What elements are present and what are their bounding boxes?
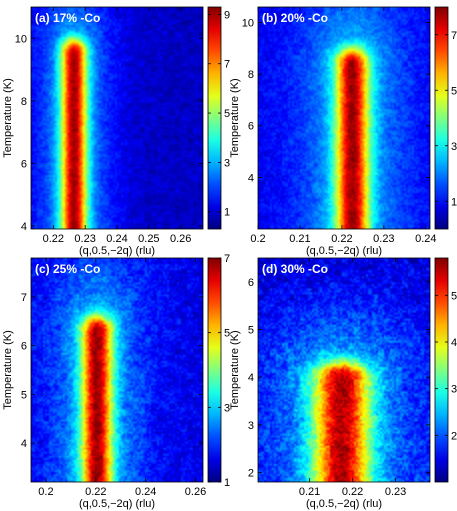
y-tick-label: 4 bbox=[248, 172, 254, 184]
heatmap-image bbox=[258, 7, 430, 229]
x-axis-label: (q,0.5,−2q) (rlu) bbox=[306, 245, 382, 257]
x-tick-label: 0.21 bbox=[289, 233, 310, 245]
colorbar-tick-label: 3 bbox=[224, 157, 230, 169]
panel-title: (a) 17% -Co bbox=[35, 11, 100, 25]
x-axis-label: (q,0.5,−2q) (rlu) bbox=[79, 498, 155, 510]
y-tick-label: 4 bbox=[21, 221, 27, 233]
colorbar bbox=[207, 6, 222, 230]
y-tick-label: 5 bbox=[248, 324, 254, 336]
y-tick-label: 6 bbox=[21, 158, 27, 170]
y-axis-label: Temperature (K) bbox=[2, 330, 14, 409]
colorbar-tick-label: 1 bbox=[224, 477, 230, 489]
x-tick-label: 0.2 bbox=[250, 233, 265, 245]
colorbar-tick-label: 2 bbox=[451, 430, 457, 442]
x-tick-label: 0.22 bbox=[331, 233, 352, 245]
colorbar-tick-label: 1 bbox=[451, 196, 457, 208]
x-tick-label: 0.26 bbox=[185, 486, 206, 498]
x-tick-label: 0.21 bbox=[299, 486, 320, 498]
x-tick-label: 0.23 bbox=[385, 486, 406, 498]
colorbar-tick-label: 3 bbox=[451, 384, 457, 396]
x-tick-label: 0.22 bbox=[85, 486, 106, 498]
x-tick-label: 0.25 bbox=[138, 233, 159, 245]
panel-title: (b) 20% -Co bbox=[262, 11, 328, 25]
colorbar-tick-label: 4 bbox=[451, 337, 457, 349]
heatmap-image bbox=[31, 258, 203, 482]
y-tick-label: 6 bbox=[21, 341, 27, 353]
x-tick-label: 0.24 bbox=[106, 233, 127, 245]
panel-0: 0.22 0.23 0.24 0.25 0.26 4 6 8 10 (q,0.5,−2q) (rl… bbox=[2, 6, 230, 257]
colorbar-tick-label: 7 bbox=[224, 253, 230, 265]
panel-2: 0.2 0.22 0.24 0.26 4 5 6 7 (q,0.5,−2q) (rlu) Temp… bbox=[2, 253, 230, 510]
y-tick-label: 4 bbox=[248, 372, 254, 384]
y-tick-label: 2 bbox=[248, 467, 254, 479]
colorbar-tick-label: 3 bbox=[224, 402, 230, 414]
colorbar-tick-label: 9 bbox=[224, 9, 230, 21]
colorbar-tick-label: 1 bbox=[224, 207, 230, 219]
panel-1: 0.2 0.21 0.22 0.23 0.24 4 6 8 10 (q,0.5,−2q) (rlu… bbox=[229, 6, 457, 257]
x-tick-label: 0.23 bbox=[74, 233, 95, 245]
y-tick-label: 10 bbox=[242, 17, 254, 29]
y-tick-label: 6 bbox=[248, 121, 254, 133]
colorbar bbox=[207, 257, 222, 483]
x-tick-label: 0.22 bbox=[342, 486, 363, 498]
colorbar bbox=[434, 257, 449, 483]
y-tick-label: 8 bbox=[21, 96, 27, 108]
x-tick-label: 0.24 bbox=[135, 486, 156, 498]
colorbar-tick-label: 3 bbox=[451, 141, 457, 153]
panel-3: 0.21 0.22 0.23 2 3 4 5 6 (q,0.5,−2q) (rlu) Temper… bbox=[229, 257, 457, 510]
y-tick-label: 3 bbox=[248, 420, 254, 432]
heatmap-image bbox=[258, 258, 430, 482]
colorbar-tick-label: 7 bbox=[451, 30, 457, 42]
colorbar-tick-label: 5 bbox=[451, 290, 457, 302]
colorbar-tick-label: 5 bbox=[451, 85, 457, 97]
colorbar-tick-label: 7 bbox=[224, 59, 230, 71]
panel-title: (c) 25% -Co bbox=[35, 262, 100, 276]
y-tick-label: 5 bbox=[21, 389, 27, 401]
plot-frame bbox=[257, 6, 431, 230]
y-tick-label: 7 bbox=[21, 292, 27, 304]
y-tick-label: 4 bbox=[21, 438, 27, 450]
panel-title: (d) 30% -Co bbox=[262, 262, 328, 276]
x-tick-label: 0.2 bbox=[38, 486, 53, 498]
y-tick-label: 6 bbox=[248, 277, 254, 289]
colorbar bbox=[434, 6, 449, 230]
x-tick-label: 0.24 bbox=[415, 233, 436, 245]
plot-frame bbox=[257, 257, 431, 483]
x-axis-label: (q,0.5,−2q) (rlu) bbox=[79, 245, 155, 257]
x-axis-label: (q,0.5,−2q) (rlu) bbox=[306, 498, 382, 510]
colorbar-tick-label: 5 bbox=[224, 328, 230, 340]
y-tick-label: 10 bbox=[15, 33, 27, 45]
x-tick-label: 0.26 bbox=[170, 233, 191, 245]
heatmap-image bbox=[31, 7, 203, 229]
y-tick-label: 8 bbox=[248, 69, 254, 81]
x-tick-label: 0.22 bbox=[43, 233, 64, 245]
colorbar-tick-label: 5 bbox=[224, 108, 230, 120]
plot-frame bbox=[30, 257, 204, 483]
y-axis-label: Temperature (K) bbox=[229, 330, 241, 409]
x-tick-label: 0.23 bbox=[373, 233, 394, 245]
y-axis-label: Temperature (K) bbox=[2, 78, 14, 157]
y-axis-label: Temperature (K) bbox=[229, 78, 241, 157]
